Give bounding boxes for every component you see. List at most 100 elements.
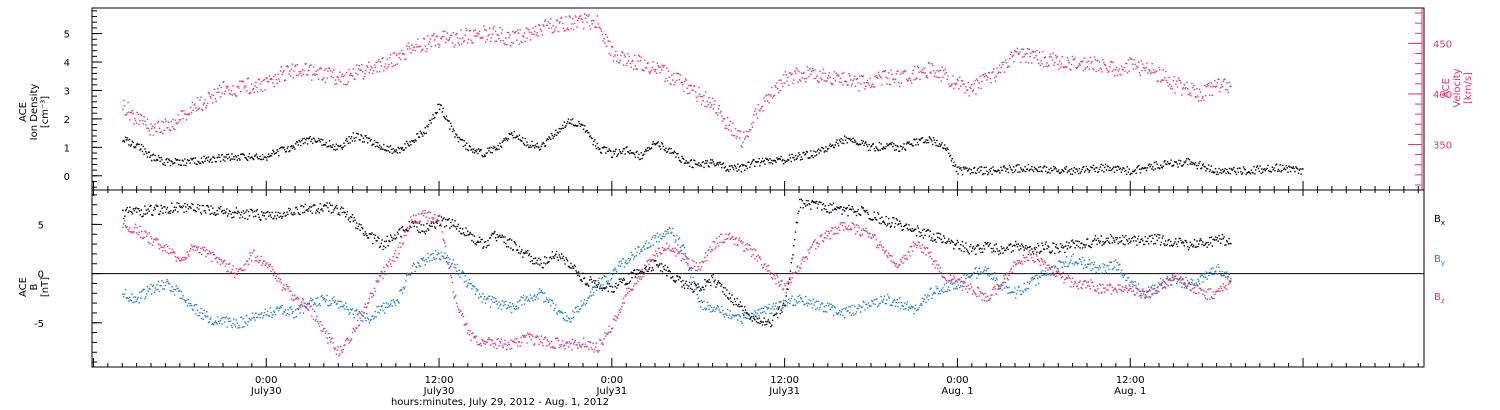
data-point (1297, 172, 1300, 174)
data-point (467, 38, 470, 40)
data-point (866, 212, 869, 214)
data-point (206, 105, 208, 107)
data-point (302, 142, 305, 145)
data-point (254, 154, 257, 157)
data-point (528, 298, 530, 301)
data-point (978, 171, 980, 173)
data-point (469, 231, 471, 234)
data-point (479, 241, 482, 243)
data-point (165, 211, 167, 213)
data-point (826, 80, 828, 82)
data-point (379, 309, 382, 311)
data-point (636, 269, 638, 271)
data-point (536, 294, 538, 296)
data-point (977, 87, 980, 89)
data-point (816, 75, 818, 77)
data-point (346, 83, 349, 86)
data-point (524, 137, 526, 140)
data-point (411, 221, 414, 223)
data-point (250, 156, 252, 159)
data-point (1011, 56, 1014, 58)
data-point (960, 79, 963, 82)
data-point (218, 322, 221, 325)
data-point (390, 236, 393, 238)
data-point (1252, 172, 1254, 174)
data-point (1057, 247, 1059, 250)
data-point (364, 231, 366, 233)
data-point (769, 322, 771, 324)
data-point (835, 72, 837, 74)
data-point (318, 212, 320, 214)
data-point (1036, 251, 1038, 253)
data-point (971, 247, 974, 249)
data-point (1071, 173, 1074, 175)
data-point (501, 300, 504, 302)
data-point (778, 306, 781, 308)
data-point (560, 17, 562, 19)
data-point (1155, 235, 1158, 237)
data-point (166, 278, 168, 281)
data-point (486, 38, 488, 41)
data-point (786, 80, 788, 82)
data-point (557, 30, 559, 33)
data-point (1214, 86, 1217, 88)
data-point (351, 308, 354, 310)
data-point (506, 31, 509, 34)
data-point (447, 120, 449, 122)
data-point (1224, 78, 1226, 80)
data-point (994, 170, 997, 172)
data-point (914, 65, 916, 68)
data-point (954, 164, 957, 166)
data-point (791, 73, 793, 75)
data-point (566, 260, 569, 262)
data-point (179, 159, 181, 161)
data-point (1048, 168, 1050, 171)
data-point (749, 317, 752, 319)
data-point (1185, 160, 1187, 162)
data-point (463, 140, 465, 142)
data-point (1024, 247, 1026, 249)
data-point (1228, 167, 1231, 170)
data-point (389, 54, 392, 56)
data-point (782, 159, 784, 161)
data-point (469, 30, 471, 32)
data-point (1120, 73, 1122, 76)
data-point (666, 275, 668, 277)
data-point (562, 317, 565, 319)
data-point (318, 302, 321, 305)
data-point (1166, 161, 1169, 163)
data-point (208, 321, 210, 323)
data-point (710, 106, 712, 108)
data-point (483, 298, 485, 300)
data-point (1116, 74, 1119, 77)
data-point (943, 237, 946, 239)
data-point (408, 220, 410, 223)
data-point (1188, 246, 1191, 249)
data-point (442, 30, 444, 33)
data-point (122, 209, 124, 211)
data-point (141, 150, 144, 153)
data-point (817, 203, 820, 206)
data-point (398, 229, 400, 231)
data-point (571, 23, 573, 25)
data-point (424, 232, 426, 235)
data-point (898, 150, 900, 152)
data-point (734, 128, 737, 130)
data-point (402, 149, 404, 151)
data-point (467, 149, 469, 151)
data-point (335, 204, 338, 207)
data-point (587, 131, 589, 134)
data-point (1032, 170, 1035, 173)
data-point (400, 235, 402, 238)
data-point (639, 59, 642, 62)
data-point (880, 77, 882, 79)
data-point (1098, 242, 1101, 244)
data-point (1054, 62, 1056, 64)
data-point (288, 207, 290, 210)
data-point (581, 124, 583, 126)
data-point (1097, 59, 1099, 61)
data-point (223, 93, 226, 95)
data-point (397, 53, 399, 55)
data-point (611, 46, 613, 48)
data-point (538, 24, 540, 26)
